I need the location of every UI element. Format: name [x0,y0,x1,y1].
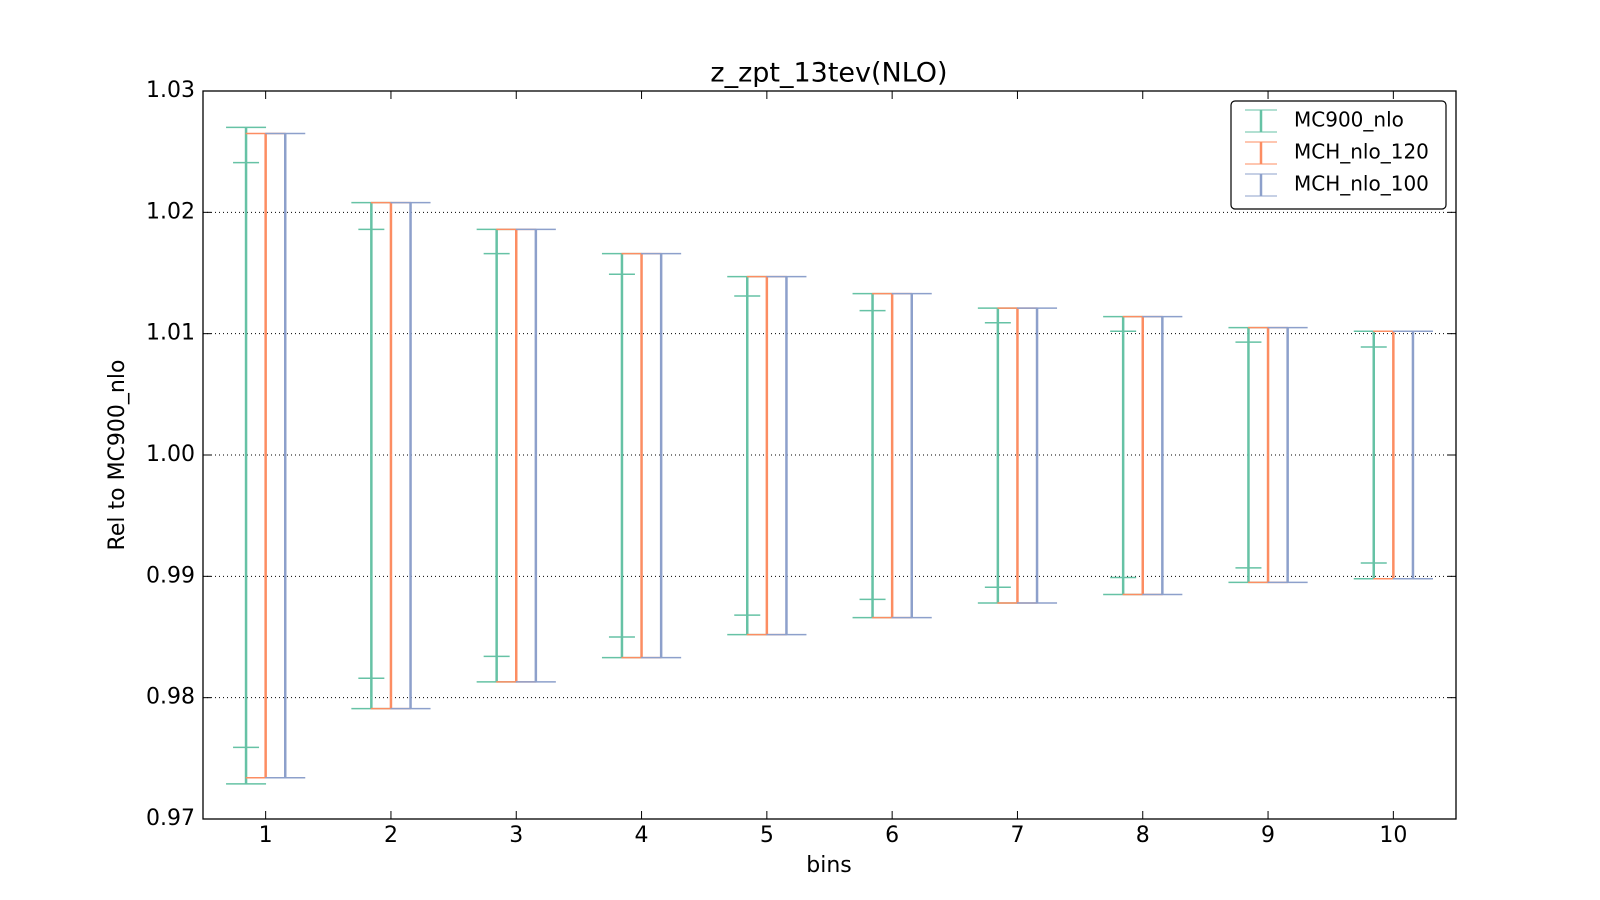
chart-title: z_zpt_13tev(NLO) [710,58,947,89]
plot-frame [202,90,1457,820]
x-tick-label: 7 [1010,823,1024,848]
y-tick-label: 1.01 [146,321,195,346]
x-axis-label: bins [806,853,851,878]
y-axis-label: Rel to MC900_nlo [105,360,130,551]
x-tick-label: 9 [1261,823,1275,848]
x-tick-label: 5 [760,823,774,848]
x-tick-label: 4 [635,823,649,848]
y-tick-label: 1.03 [146,78,195,103]
x-tick-label: 3 [509,823,523,848]
legend-label: MCH_nlo_100 [1294,172,1429,196]
y-tick-label: 0.97 [146,806,195,831]
x-tick-label: 6 [885,823,899,848]
legend-label: MC900_nlo [1294,108,1404,132]
x-tick-label: 10 [1379,823,1407,848]
y-tick-label: 1.00 [146,442,195,467]
y-tick-label: 1.02 [146,199,195,224]
x-tick-label: 8 [1136,823,1150,848]
y-tick-label: 0.98 [146,685,195,710]
x-tick-label: 2 [384,823,398,848]
x-tick-label: 1 [259,823,273,848]
legend-box [1230,100,1447,210]
y-tick-label: 0.99 [146,563,195,588]
legend-label: MCH_nlo_120 [1294,140,1429,164]
